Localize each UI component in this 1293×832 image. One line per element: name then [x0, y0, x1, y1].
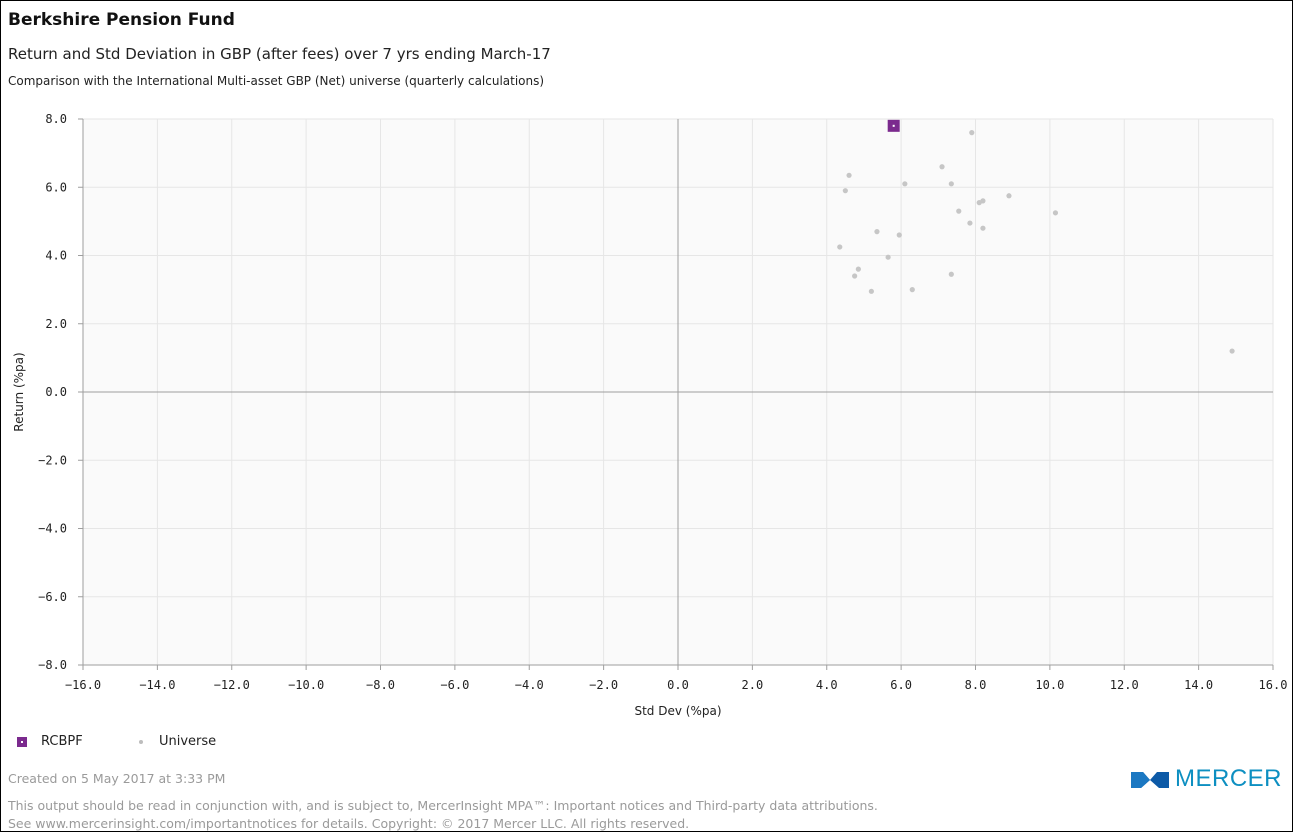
x-tick-label: −10.0	[288, 678, 324, 692]
universe-point[interactable]	[852, 273, 858, 279]
x-tick-label: −6.0	[440, 678, 469, 692]
y-tick-label: 4.0	[45, 249, 67, 263]
universe-point[interactable]	[1229, 348, 1235, 354]
universe-point[interactable]	[896, 232, 902, 238]
universe-point[interactable]	[967, 220, 973, 226]
x-tick-label: 14.0	[1184, 678, 1213, 692]
universe-point[interactable]	[948, 181, 954, 187]
universe-point[interactable]	[885, 254, 891, 260]
mercer-logo-text: MERCER	[1175, 765, 1283, 792]
legend-label-universe: Universe	[159, 734, 217, 749]
x-tick-label: −4.0	[515, 678, 544, 692]
y-tick-label: 6.0	[45, 180, 67, 194]
y-tick-label: −8.0	[38, 658, 67, 672]
x-axis-label: Std Dev (%pa)	[634, 704, 721, 718]
purple-square-icon	[17, 737, 27, 747]
x-tick-label: 8.0	[965, 678, 987, 692]
universe-point[interactable]	[842, 188, 848, 194]
universe-point[interactable]	[837, 244, 843, 250]
universe-point[interactable]	[969, 130, 975, 136]
universe-point[interactable]	[855, 266, 861, 272]
y-tick-label: −4.0	[38, 522, 67, 536]
x-tick-label: −2.0	[589, 678, 618, 692]
x-tick-label: 12.0	[1110, 678, 1139, 692]
report-subtitle: Return and Std Deviation in GBP (after f…	[8, 45, 551, 63]
universe-point[interactable]	[1006, 193, 1012, 199]
x-tick-label: −16.0	[65, 678, 101, 692]
x-tick-label: 2.0	[742, 678, 764, 692]
universe-point[interactable]	[846, 172, 852, 178]
grey-dot-icon	[139, 740, 143, 744]
report-title: Berkshire Pension Fund	[8, 10, 235, 30]
y-tick-label: −6.0	[38, 590, 67, 604]
data-points	[837, 119, 1235, 354]
y-axis-label: Return (%pa)	[12, 352, 26, 431]
universe-point[interactable]	[939, 164, 945, 170]
universe-point[interactable]	[956, 208, 962, 214]
universe-point[interactable]	[1052, 210, 1059, 216]
x-tick-label: −12.0	[214, 678, 250, 692]
universe-point[interactable]	[868, 288, 874, 294]
report-comparison-note: Comparison with the International Multi-…	[8, 74, 545, 88]
universe-point[interactable]	[874, 229, 880, 235]
universe-point[interactable]	[980, 198, 986, 204]
universe-point[interactable]	[909, 287, 915, 293]
x-tick-label: −14.0	[139, 678, 175, 692]
y-tick-label: 0.0	[45, 385, 67, 399]
scatter-chart: −16.0 −14.0 −12.0 −10.0 −8.0 −6.0 −4.0 −2.0 0.0 2…	[12, 112, 1287, 718]
x-tick-label: 0.0	[667, 678, 689, 692]
universe-point[interactable]	[980, 225, 986, 231]
legend-label-rcbpf: RCBPF	[41, 734, 83, 749]
x-tick-label: −8.0	[366, 678, 395, 692]
x-tick-label: 6.0	[890, 678, 912, 692]
mercer-logo-icon	[1131, 772, 1169, 788]
x-tick-label: 4.0	[816, 678, 838, 692]
y-tick-label: −2.0	[38, 453, 67, 467]
universe-point[interactable]	[902, 181, 908, 187]
y-tick-label: 2.0	[45, 317, 67, 331]
y-tick-label: 8.0	[45, 112, 67, 126]
universe-point[interactable]	[948, 271, 954, 277]
x-tick-label: 10.0	[1035, 678, 1064, 692]
tick-labels: −16.0 −14.0 −12.0 −10.0 −8.0 −6.0 −4.0 −2.0 0.0 2…	[38, 112, 1287, 692]
notice-line-1: This output should be read in conjunctio…	[8, 798, 878, 813]
notice-line-2: See www.mercerinsight.com/importantnotic…	[8, 816, 690, 831]
x-tick-label: 16.0	[1259, 678, 1288, 692]
created-timestamp: Created on 5 May 2017 at 3:33 PM	[8, 771, 226, 786]
rcbpf-point-center	[892, 124, 895, 127]
